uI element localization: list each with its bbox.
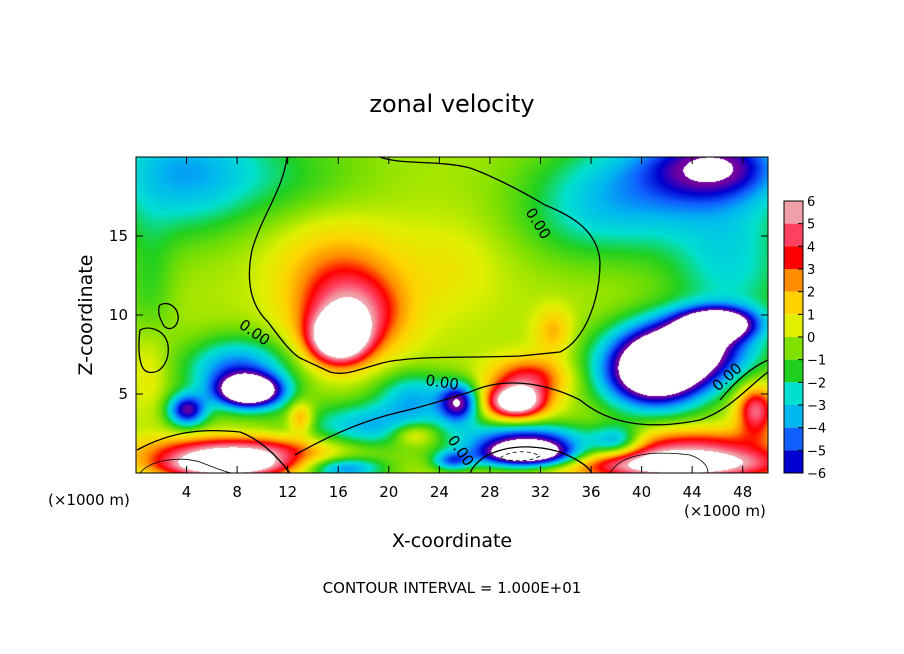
colorbar-swatch: [784, 450, 803, 473]
x-tick-label: 48: [733, 483, 752, 501]
colorbar-swatch: [784, 291, 803, 315]
zero-contour-lines: [136, 156, 769, 474]
zero-contour-loop-small: [158, 302, 179, 330]
x-tick-label: 8: [232, 483, 242, 501]
colorbar: 6 5 4 3 2 1 0 −1 −2 −3 −4 −5 −6: [783, 195, 826, 482]
contour-interval-footer: CONTOUR INTERVAL = 1.000E+01: [323, 579, 582, 597]
x-axis-label: X-coordinate: [392, 530, 512, 552]
x-axis: 4 8 12 16 20 24 28 32 36 40 44 48: [182, 157, 752, 501]
zero-contour-main: [248, 156, 601, 374]
x-tick-label: 4: [182, 483, 192, 501]
colorbar-tick-label: 6: [807, 195, 815, 210]
zero-contour-loop-left: [138, 327, 169, 374]
chart-title: zonal velocity: [369, 90, 534, 118]
x-unit-right: (×1000 m): [684, 502, 766, 520]
y-tick-label: 15: [109, 227, 128, 245]
x-tick-label: 20: [379, 483, 398, 501]
colorbar-tick-label: −4: [807, 422, 826, 437]
colorbar-tick-label: 4: [807, 240, 815, 255]
x-unit-left: (×1000 m): [48, 491, 130, 509]
colorbar-swatch: [784, 382, 803, 405]
y-axis: 5 10 15: [109, 227, 768, 403]
contour-label: 0.00: [424, 371, 460, 393]
zero-contour-lower-3: [469, 446, 593, 474]
colorbar-swatch: [784, 427, 803, 451]
colorbar-swatch: [784, 201, 803, 224]
colorbar-swatch: [784, 337, 803, 360]
colorbar-tick-label: −6: [807, 467, 826, 482]
x-tick-label: 44: [683, 483, 702, 501]
x-tick-label: 40: [632, 483, 651, 501]
colorbar-tick-label: 1: [807, 308, 815, 323]
colorbar-tick-label: −3: [807, 399, 826, 414]
colorbar-swatch: [784, 314, 803, 337]
y-axis-label: Z-coordinate: [75, 255, 97, 376]
x-tick-label: 32: [531, 483, 550, 501]
colorbar-tick-label: 5: [807, 218, 815, 233]
thin-contour-bottom-1: [139, 458, 233, 474]
x-tick-label: 36: [581, 483, 600, 501]
colorbar-tick-label: −5: [807, 444, 826, 459]
heatmap-field: [136, 157, 768, 473]
colorbar-tick-label: 0: [807, 331, 815, 346]
zero-contour-right: [719, 359, 769, 401]
x-tick-label: 28: [480, 483, 499, 501]
colorbar-tick-label: −1: [807, 354, 826, 369]
colorbar-tick-label: 3: [807, 263, 815, 278]
thin-contour-dashed: [499, 451, 541, 462]
zero-contour-lower-2: [294, 371, 769, 456]
colorbar-swatch: [784, 223, 803, 247]
y-tick-label: 5: [118, 385, 128, 403]
colorbar-swatch: [784, 405, 803, 428]
x-tick-label: 12: [278, 483, 297, 501]
colorbar-swatch: [784, 246, 803, 269]
colorbar-tick-label: −2: [807, 376, 826, 391]
zero-contour-lower: [136, 429, 291, 474]
x-tick-label: 24: [430, 483, 449, 501]
y-tick-label: 10: [109, 306, 128, 324]
colorbar-tick-label: 2: [807, 286, 815, 301]
thin-contour-bottom-2: [609, 452, 709, 474]
colorbar-swatch: [784, 359, 803, 383]
x-tick-label: 16: [329, 483, 348, 501]
colorbar-swatch: [784, 269, 803, 292]
